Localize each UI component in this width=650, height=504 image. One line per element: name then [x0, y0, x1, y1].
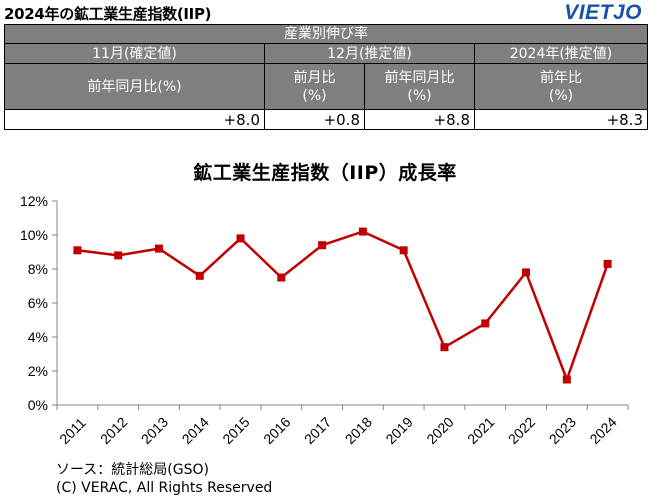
x-tick-label: 2012: [97, 414, 130, 447]
table-section-header: 産業別伸び率: [4, 24, 648, 44]
x-tick-label: 2014: [179, 414, 212, 447]
data-point: [236, 234, 245, 243]
table-value: +8.0: [4, 109, 265, 130]
data-point: [154, 244, 163, 253]
x-tick-label: 2017: [301, 414, 334, 447]
data-point: [358, 227, 367, 236]
data-point: [73, 246, 82, 255]
table-group-header: 12月(推定値): [264, 43, 475, 64]
page-title: 2024年の鉱工業生産指数(IIP): [4, 5, 212, 23]
data-point: [399, 246, 408, 255]
x-tick-label: 2011: [56, 414, 89, 447]
table-value: +0.8: [264, 109, 365, 130]
series-line: [77, 230, 609, 381]
x-tick-label: 2023: [546, 414, 579, 447]
x-tick-label: 2019: [382, 414, 415, 447]
data-point: [522, 268, 531, 277]
y-tick-label: 8%: [28, 261, 48, 277]
table-subheader: 前年同月比 (%): [364, 63, 475, 110]
growth-summary-table: 産業別伸び率 11月(確定値) 12月(推定値) 2024年(推定値) 前年同月…: [4, 24, 648, 130]
y-tick-label: 2%: [28, 363, 48, 379]
data-point: [195, 271, 204, 280]
x-tick-label: 2022: [505, 414, 538, 447]
y-tick-label: 6%: [28, 295, 48, 311]
y-tick-label: 10%: [20, 227, 48, 243]
copyright-note: (C) VERAC, All Rights Reserved: [56, 480, 273, 496]
x-tick-label: 2016: [260, 414, 293, 447]
table-group-header: 11月(確定値): [4, 43, 265, 64]
data-point: [603, 259, 612, 268]
data-point: [481, 319, 490, 328]
vietjo-logo: VIETJO: [564, 1, 642, 24]
table-subheader: 前月比 (%): [264, 63, 365, 110]
x-tick-label: 2018: [342, 414, 375, 447]
chart-title: 鉱工業生産指数（IIP）成長率: [193, 162, 457, 184]
table-subheader: 前年同月比(%): [4, 63, 265, 110]
data-point: [318, 241, 327, 250]
table-group-header: 2024年(推定値): [474, 43, 648, 64]
x-tick-label: 2024: [586, 414, 619, 447]
table-value: +8.8: [364, 109, 475, 130]
source-note: ソース：統計総局(GSO): [56, 462, 209, 478]
data-point: [277, 273, 286, 282]
x-tick-label: 2013: [138, 414, 171, 447]
y-tick-label: 12%: [20, 193, 48, 209]
data-point: [562, 375, 571, 384]
x-tick-label: 2020: [423, 414, 456, 447]
x-tick-label: 2021: [464, 414, 497, 447]
data-point: [440, 343, 449, 352]
y-tick-label: 4%: [28, 329, 48, 345]
y-tick-label: 0%: [28, 397, 48, 413]
x-tick-label: 2015: [219, 414, 252, 447]
table-value: +8.3: [474, 109, 648, 130]
data-point: [114, 251, 123, 260]
table-subheader: 前年比 (%): [474, 63, 648, 110]
